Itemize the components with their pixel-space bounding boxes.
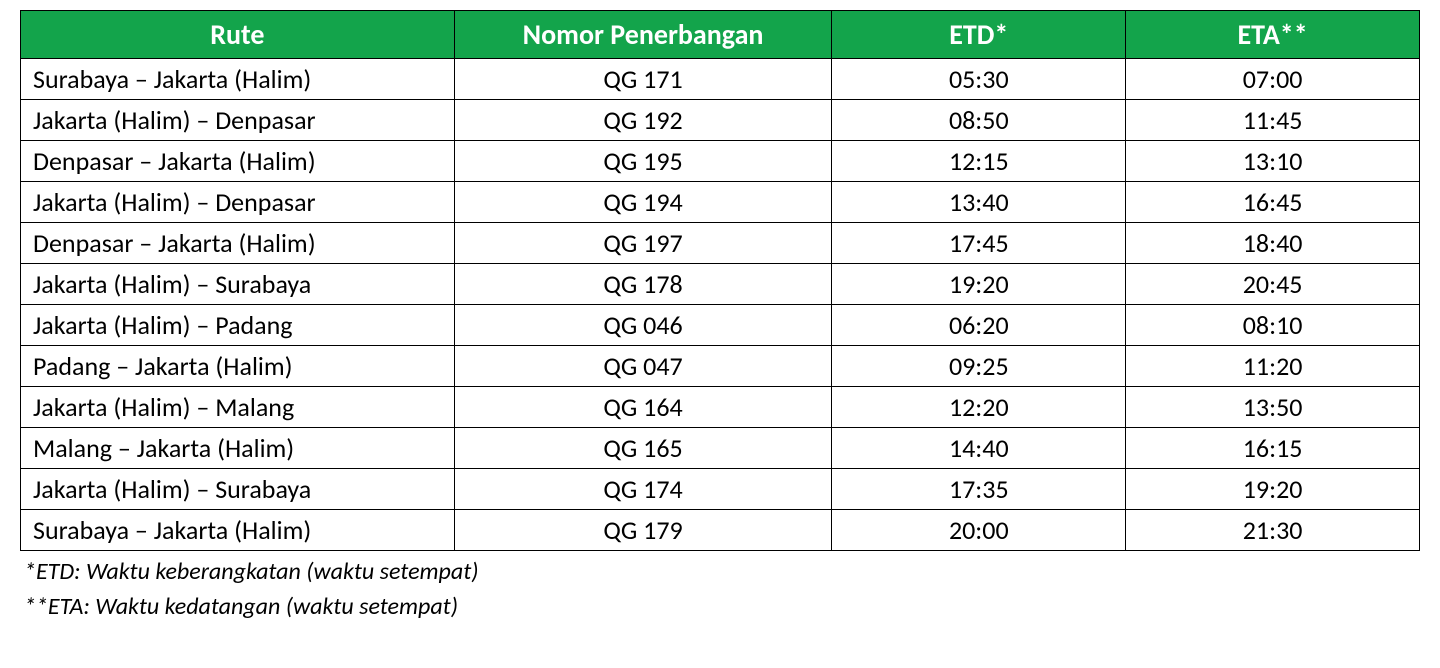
cell-eta: 16:15 [1126, 428, 1420, 469]
table-row: Jakarta (Halim) – Padang QG 046 06:20 08… [21, 305, 1420, 346]
table-row: Jakarta (Halim) – Surabaya QG 174 17:35 … [21, 469, 1420, 510]
cell-flight: QG 197 [454, 223, 832, 264]
table-row: Padang – Jakarta (Halim) QG 047 09:25 11… [21, 346, 1420, 387]
cell-flight: QG 174 [454, 469, 832, 510]
column-header-etd: ETD* [832, 11, 1126, 59]
column-header-eta: ETA** [1126, 11, 1420, 59]
footnote-eta: **ETA: Waktu kedatangan (waktu setempat) [20, 592, 1420, 621]
cell-eta: 11:45 [1126, 100, 1420, 141]
table-row: Jakarta (Halim) – Denpasar QG 192 08:50 … [21, 100, 1420, 141]
cell-eta: 08:10 [1126, 305, 1420, 346]
cell-etd: 19:20 [832, 264, 1126, 305]
cell-flight: QG 165 [454, 428, 832, 469]
cell-route: Denpasar – Jakarta (Halim) [21, 141, 455, 182]
table-row: Malang – Jakarta (Halim) QG 165 14:40 16… [21, 428, 1420, 469]
cell-route: Jakarta (Halim) – Denpasar [21, 100, 455, 141]
cell-etd: 05:30 [832, 59, 1126, 100]
table-row: Jakarta (Halim) – Malang QG 164 12:20 13… [21, 387, 1420, 428]
cell-eta: 16:45 [1126, 182, 1420, 223]
cell-flight: QG 179 [454, 510, 832, 551]
cell-eta: 07:00 [1126, 59, 1420, 100]
cell-route: Denpasar – Jakarta (Halim) [21, 223, 455, 264]
cell-eta: 13:10 [1126, 141, 1420, 182]
cell-flight: QG 192 [454, 100, 832, 141]
cell-route: Surabaya – Jakarta (Halim) [21, 510, 455, 551]
table-row: Denpasar – Jakarta (Halim) QG 195 12:15 … [21, 141, 1420, 182]
cell-eta: 20:45 [1126, 264, 1420, 305]
table-row: Surabaya – Jakarta (Halim) QG 179 20:00 … [21, 510, 1420, 551]
table-row: Jakarta (Halim) – Denpasar QG 194 13:40 … [21, 182, 1420, 223]
cell-route: Jakarta (Halim) – Denpasar [21, 182, 455, 223]
flight-schedule-table: Rute Nomor Penerbangan ETD* ETA** Suraba… [20, 10, 1420, 551]
table-row: Surabaya – Jakarta (Halim) QG 171 05:30 … [21, 59, 1420, 100]
cell-route: Surabaya – Jakarta (Halim) [21, 59, 455, 100]
cell-etd: 12:20 [832, 387, 1126, 428]
cell-route: Jakarta (Halim) – Padang [21, 305, 455, 346]
cell-flight: QG 164 [454, 387, 832, 428]
cell-flight: QG 171 [454, 59, 832, 100]
cell-etd: 08:50 [832, 100, 1126, 141]
table-header-row: Rute Nomor Penerbangan ETD* ETA** [21, 11, 1420, 59]
cell-flight: QG 195 [454, 141, 832, 182]
flight-schedule-container: Rute Nomor Penerbangan ETD* ETA** Suraba… [20, 10, 1420, 621]
table-body: Surabaya – Jakarta (Halim) QG 171 05:30 … [21, 59, 1420, 551]
cell-route: Padang – Jakarta (Halim) [21, 346, 455, 387]
cell-flight: QG 194 [454, 182, 832, 223]
footnote-etd: *ETD: Waktu keberangkatan (waktu setempa… [20, 557, 1420, 586]
cell-eta: 11:20 [1126, 346, 1420, 387]
cell-route: Jakarta (Halim) – Malang [21, 387, 455, 428]
table-row: Denpasar – Jakarta (Halim) QG 197 17:45 … [21, 223, 1420, 264]
cell-route: Jakarta (Halim) – Surabaya [21, 264, 455, 305]
cell-flight: QG 046 [454, 305, 832, 346]
column-header-route: Rute [21, 11, 455, 59]
cell-route: Malang – Jakarta (Halim) [21, 428, 455, 469]
cell-etd: 12:15 [832, 141, 1126, 182]
column-header-flight: Nomor Penerbangan [454, 11, 832, 59]
cell-etd: 14:40 [832, 428, 1126, 469]
cell-etd: 09:25 [832, 346, 1126, 387]
cell-etd: 06:20 [832, 305, 1126, 346]
cell-etd: 13:40 [832, 182, 1126, 223]
cell-etd: 17:35 [832, 469, 1126, 510]
cell-eta: 18:40 [1126, 223, 1420, 264]
cell-flight: QG 047 [454, 346, 832, 387]
cell-eta: 13:50 [1126, 387, 1420, 428]
cell-eta: 19:20 [1126, 469, 1420, 510]
cell-etd: 17:45 [832, 223, 1126, 264]
cell-eta: 21:30 [1126, 510, 1420, 551]
cell-route: Jakarta (Halim) – Surabaya [21, 469, 455, 510]
table-row: Jakarta (Halim) – Surabaya QG 178 19:20 … [21, 264, 1420, 305]
cell-etd: 20:00 [832, 510, 1126, 551]
cell-flight: QG 178 [454, 264, 832, 305]
